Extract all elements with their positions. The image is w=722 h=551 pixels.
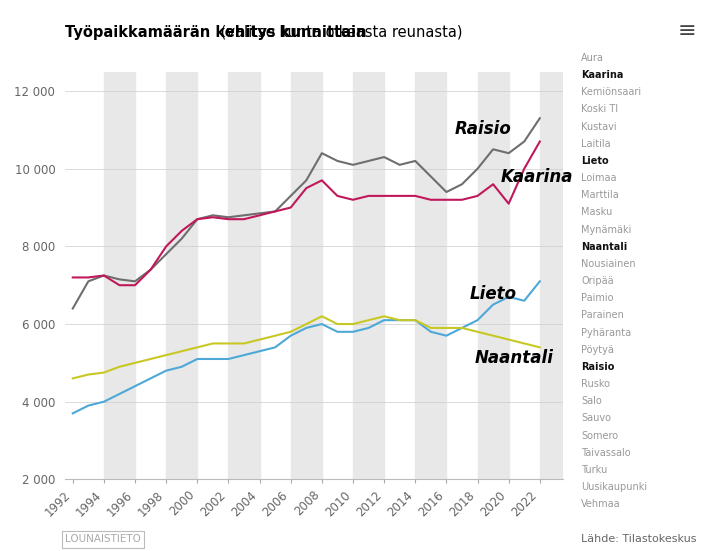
Text: (valitse kunta oikeasta reunasta): (valitse kunta oikeasta reunasta) — [216, 25, 463, 40]
Text: Koski TI: Koski TI — [581, 104, 618, 115]
Text: Somero: Somero — [581, 430, 618, 440]
Text: Kustavi: Kustavi — [581, 122, 617, 132]
Text: Vehmaa: Vehmaa — [581, 499, 621, 509]
Text: Lähde: Tilastokeskus: Lähde: Tilastokeskus — [581, 534, 697, 544]
Text: Laitila: Laitila — [581, 139, 611, 149]
Text: Masku: Masku — [581, 207, 612, 217]
Text: Mynämäki: Mynämäki — [581, 224, 632, 235]
Bar — [104, 72, 135, 479]
Text: Uusikaupunki: Uusikaupunki — [581, 482, 648, 492]
Text: Naantali: Naantali — [474, 349, 554, 367]
Text: Oripää: Oripää — [581, 276, 614, 286]
Text: Taivassalo: Taivassalo — [581, 447, 631, 458]
Text: Nousiainen: Nousiainen — [581, 259, 636, 269]
Text: Rusko: Rusko — [581, 379, 610, 389]
Text: Lieto: Lieto — [470, 285, 517, 303]
Text: Aura: Aura — [581, 53, 604, 63]
Text: Parainen: Parainen — [581, 310, 624, 320]
Text: Sauvo: Sauvo — [581, 413, 612, 423]
Text: Paimio: Paimio — [581, 293, 614, 303]
Bar — [353, 72, 384, 479]
Bar — [291, 72, 322, 479]
Text: Pöytyä: Pöytyä — [581, 345, 614, 355]
Text: Kaarina: Kaarina — [501, 168, 573, 186]
Bar — [540, 72, 571, 479]
Text: Pyhäranta: Pyhäranta — [581, 327, 631, 338]
Bar — [477, 72, 509, 479]
Text: Työpaikkamäärän kehitys kunnittain: Työpaikkamäärän kehitys kunnittain — [65, 25, 367, 40]
Bar — [228, 72, 260, 479]
Text: Loimaa: Loimaa — [581, 173, 617, 183]
Text: Naantali: Naantali — [581, 242, 627, 252]
Bar — [166, 72, 197, 479]
Text: Salo: Salo — [581, 396, 602, 406]
Text: Lieto: Lieto — [581, 156, 609, 166]
Text: LOUNAISTIETO: LOUNAISTIETO — [65, 534, 141, 544]
Text: Kemiönsaari: Kemiönsaari — [581, 87, 641, 97]
Text: Kaarina: Kaarina — [581, 70, 624, 80]
Text: Marttila: Marttila — [581, 190, 619, 200]
Text: Raisio: Raisio — [454, 120, 511, 138]
Text: Raisio: Raisio — [581, 362, 614, 372]
Bar — [415, 72, 446, 479]
Text: Turku: Turku — [581, 465, 607, 475]
Text: ≡: ≡ — [678, 21, 697, 41]
